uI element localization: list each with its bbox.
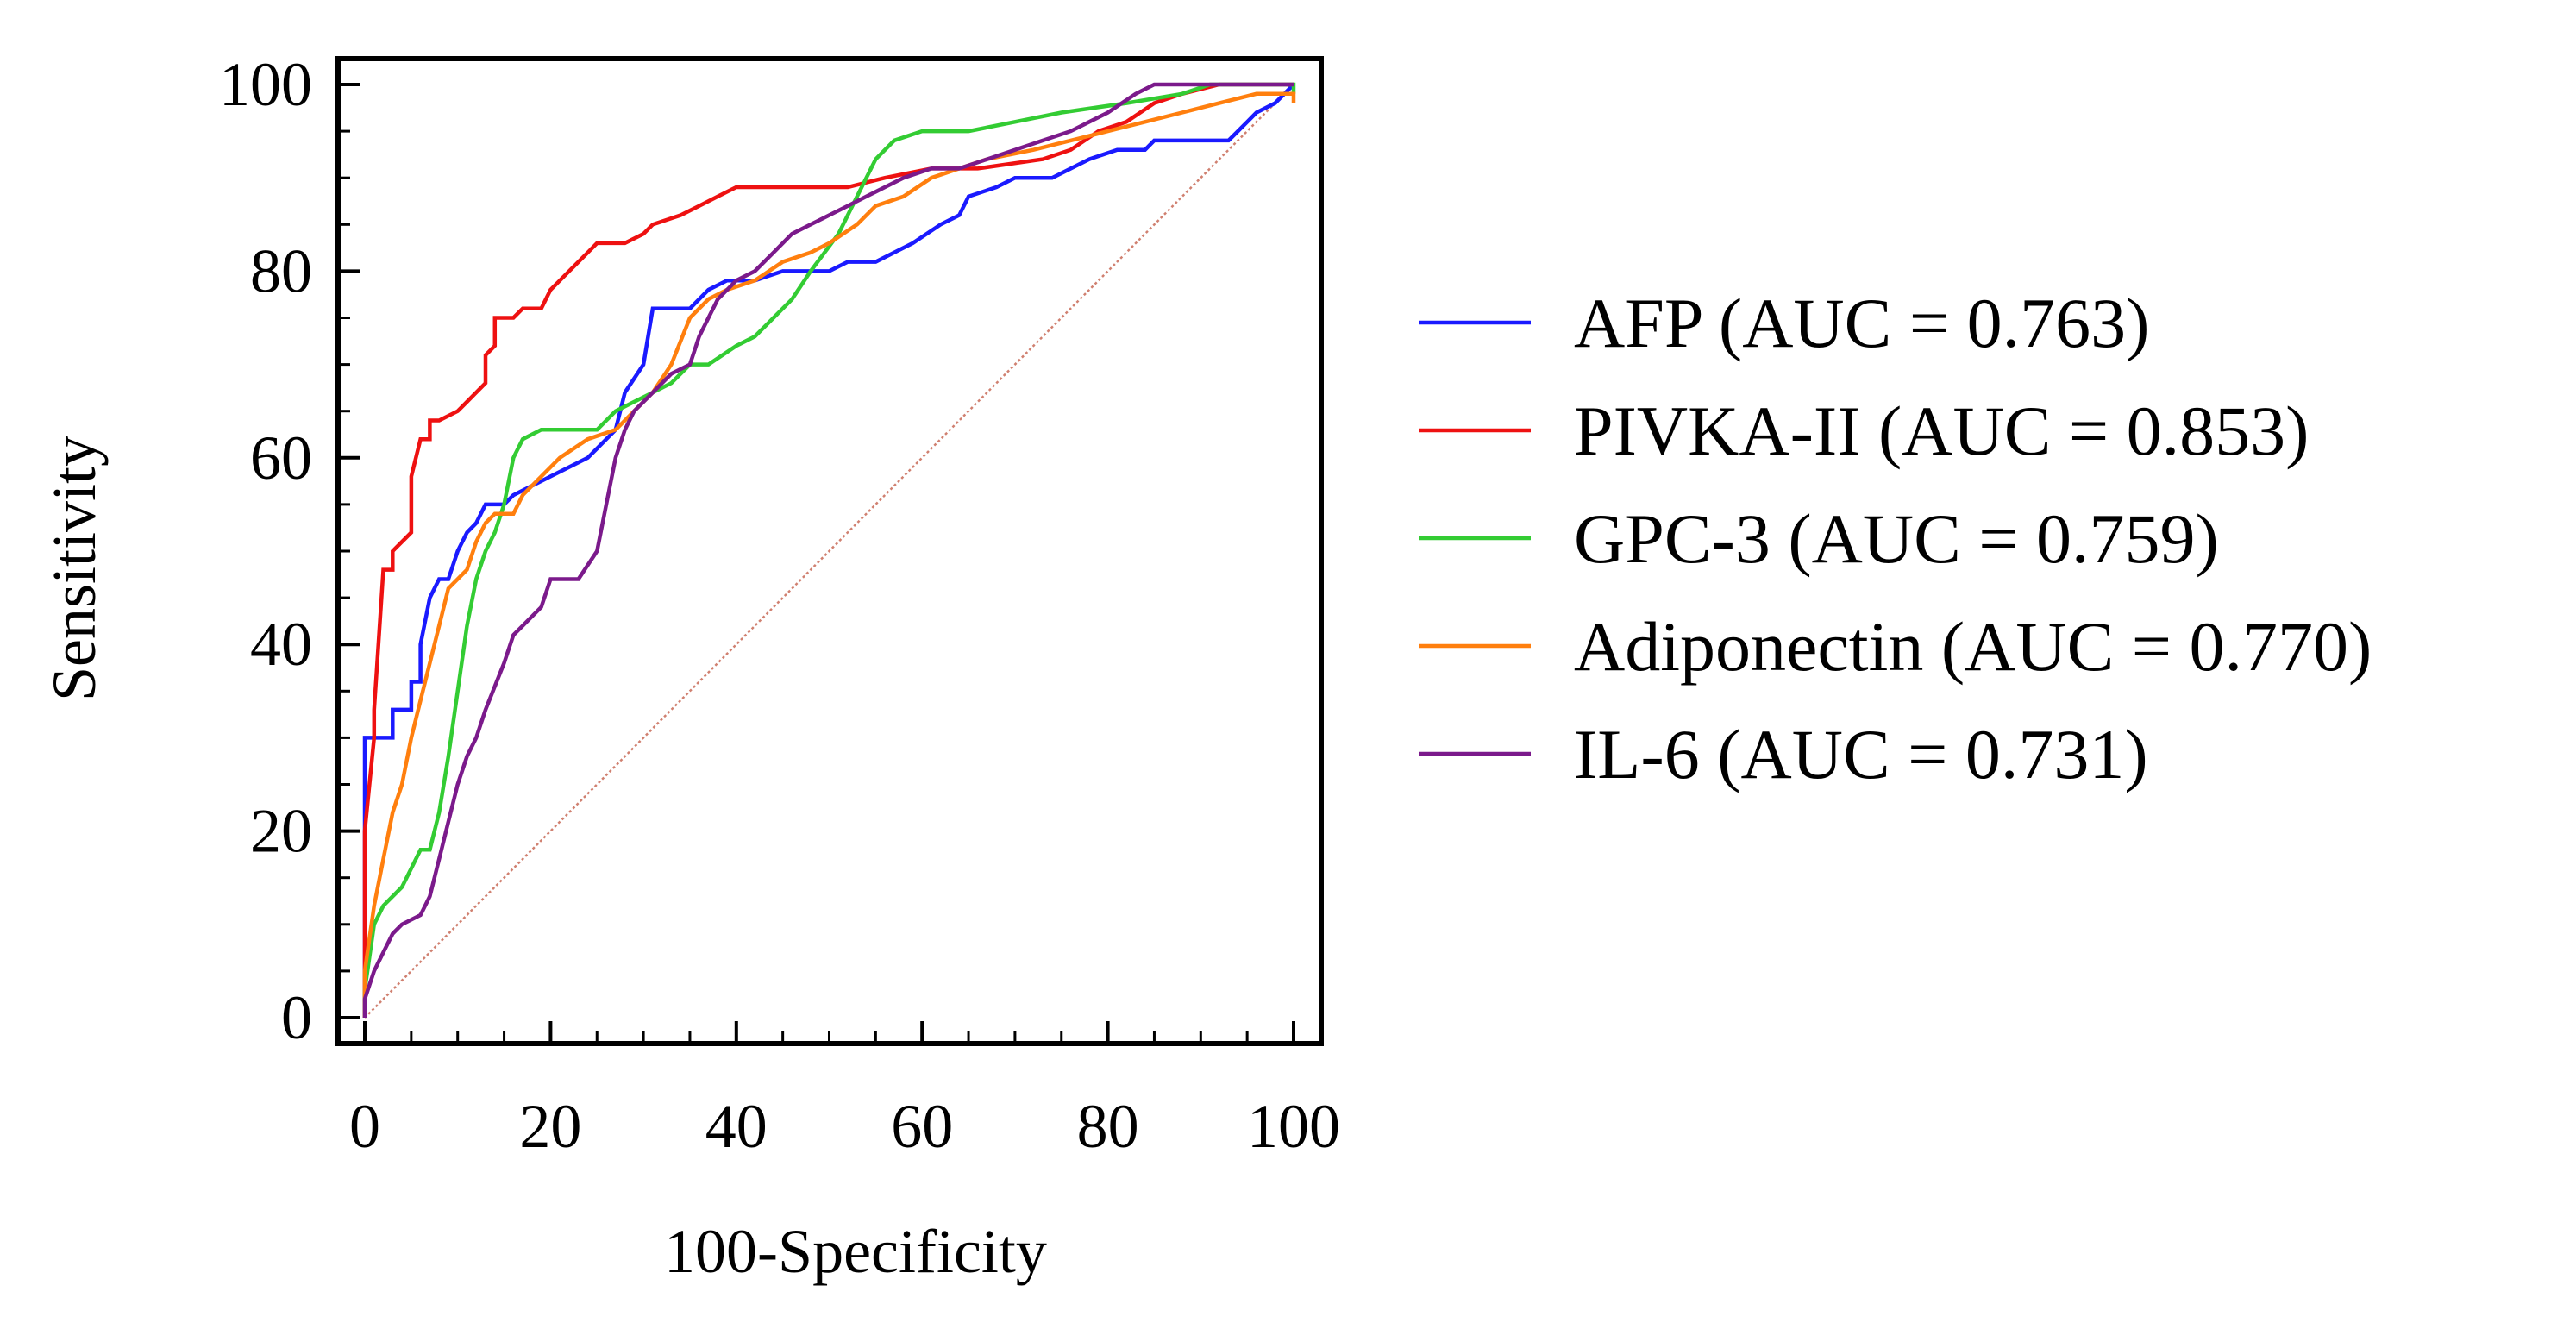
legend-label-1: PIVKA-II (AUC = 0.853) [1574, 392, 2309, 470]
x-tick-label: 40 [705, 1092, 768, 1161]
y-tick-label: 100 [219, 50, 312, 119]
legend: AFP (AUC = 0.763) PIVKA-II (AUC = 0.853) G… [1419, 284, 2372, 793]
legend-label-4: IL-6 (AUC = 0.731) [1574, 715, 2148, 793]
series-line-3 [362, 91, 1296, 1018]
x-axis-title: 100-Specificity [664, 1217, 1047, 1286]
y-tick-label: 20 [250, 797, 312, 866]
x-tick-label: 100 [1247, 1092, 1340, 1161]
legend-label-3: Adiponectin (AUC = 0.770) [1574, 607, 2372, 686]
y-tick-label: 80 [250, 236, 312, 305]
y-tick-label: 40 [250, 610, 312, 679]
x-tick-label: 80 [1077, 1092, 1139, 1161]
x-tick-label: 0 [349, 1092, 380, 1161]
series-line-4 [362, 82, 1294, 1018]
series-line-1 [362, 82, 1294, 1018]
plot-area [362, 82, 1296, 1019]
x-tick-label: 20 [519, 1092, 581, 1161]
series-line-0 [362, 83, 1295, 1018]
x-tick-label: 60 [891, 1092, 953, 1161]
legend-label-0: AFP (AUC = 0.763) [1574, 284, 2149, 362]
y-axis-title: Sensitivity [40, 436, 109, 701]
axes: 0 20 40 60 80 100 0 20 40 60 80 100 [219, 50, 1340, 1161]
y-tick-label: 60 [250, 423, 312, 492]
legend-label-2: GPC-3 (AUC = 0.759) [1574, 499, 2219, 578]
series-line-2 [362, 82, 1296, 1018]
reference-diagonal-line [364, 84, 1294, 1019]
y-tick-label: 0 [281, 983, 312, 1052]
